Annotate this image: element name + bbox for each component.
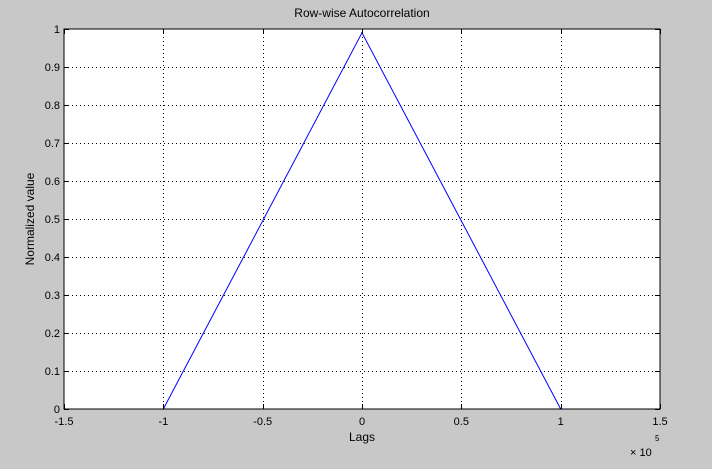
- y-axis-label: Normalized value: [23, 172, 37, 265]
- y-tick-label: 0.8: [45, 100, 60, 112]
- y-tick-label: 0.4: [45, 252, 60, 264]
- y-tick-label: 0: [54, 404, 60, 416]
- chart-title: Row-wise Autocorrelation: [294, 6, 429, 20]
- y-tick-label: 0.9: [45, 62, 60, 74]
- x-axis-multiplier-exponent: 5: [655, 434, 660, 443]
- x-tick-label: -1: [158, 416, 168, 428]
- x-axis-label: Lags: [349, 430, 375, 444]
- y-tick-label: 0.7: [45, 138, 60, 150]
- x-axis-multiplier: × 10: [630, 447, 652, 459]
- y-tick-label: 0.5: [45, 214, 60, 226]
- x-tick-label: -1.5: [55, 416, 74, 428]
- x-tick-label: 0.5: [454, 416, 469, 428]
- y-tick-label: 0.3: [45, 290, 60, 302]
- y-tick-label: 1: [54, 24, 60, 36]
- x-tick-label: -0.5: [253, 416, 272, 428]
- y-tick-label: 0.1: [45, 366, 60, 378]
- y-tick-label: 0.2: [45, 328, 60, 340]
- y-tick-label: 0.6: [45, 176, 60, 188]
- x-tick-label: 0: [359, 416, 365, 428]
- x-tick-label: 1: [558, 416, 564, 428]
- x-tick-label: 1.5: [652, 416, 667, 428]
